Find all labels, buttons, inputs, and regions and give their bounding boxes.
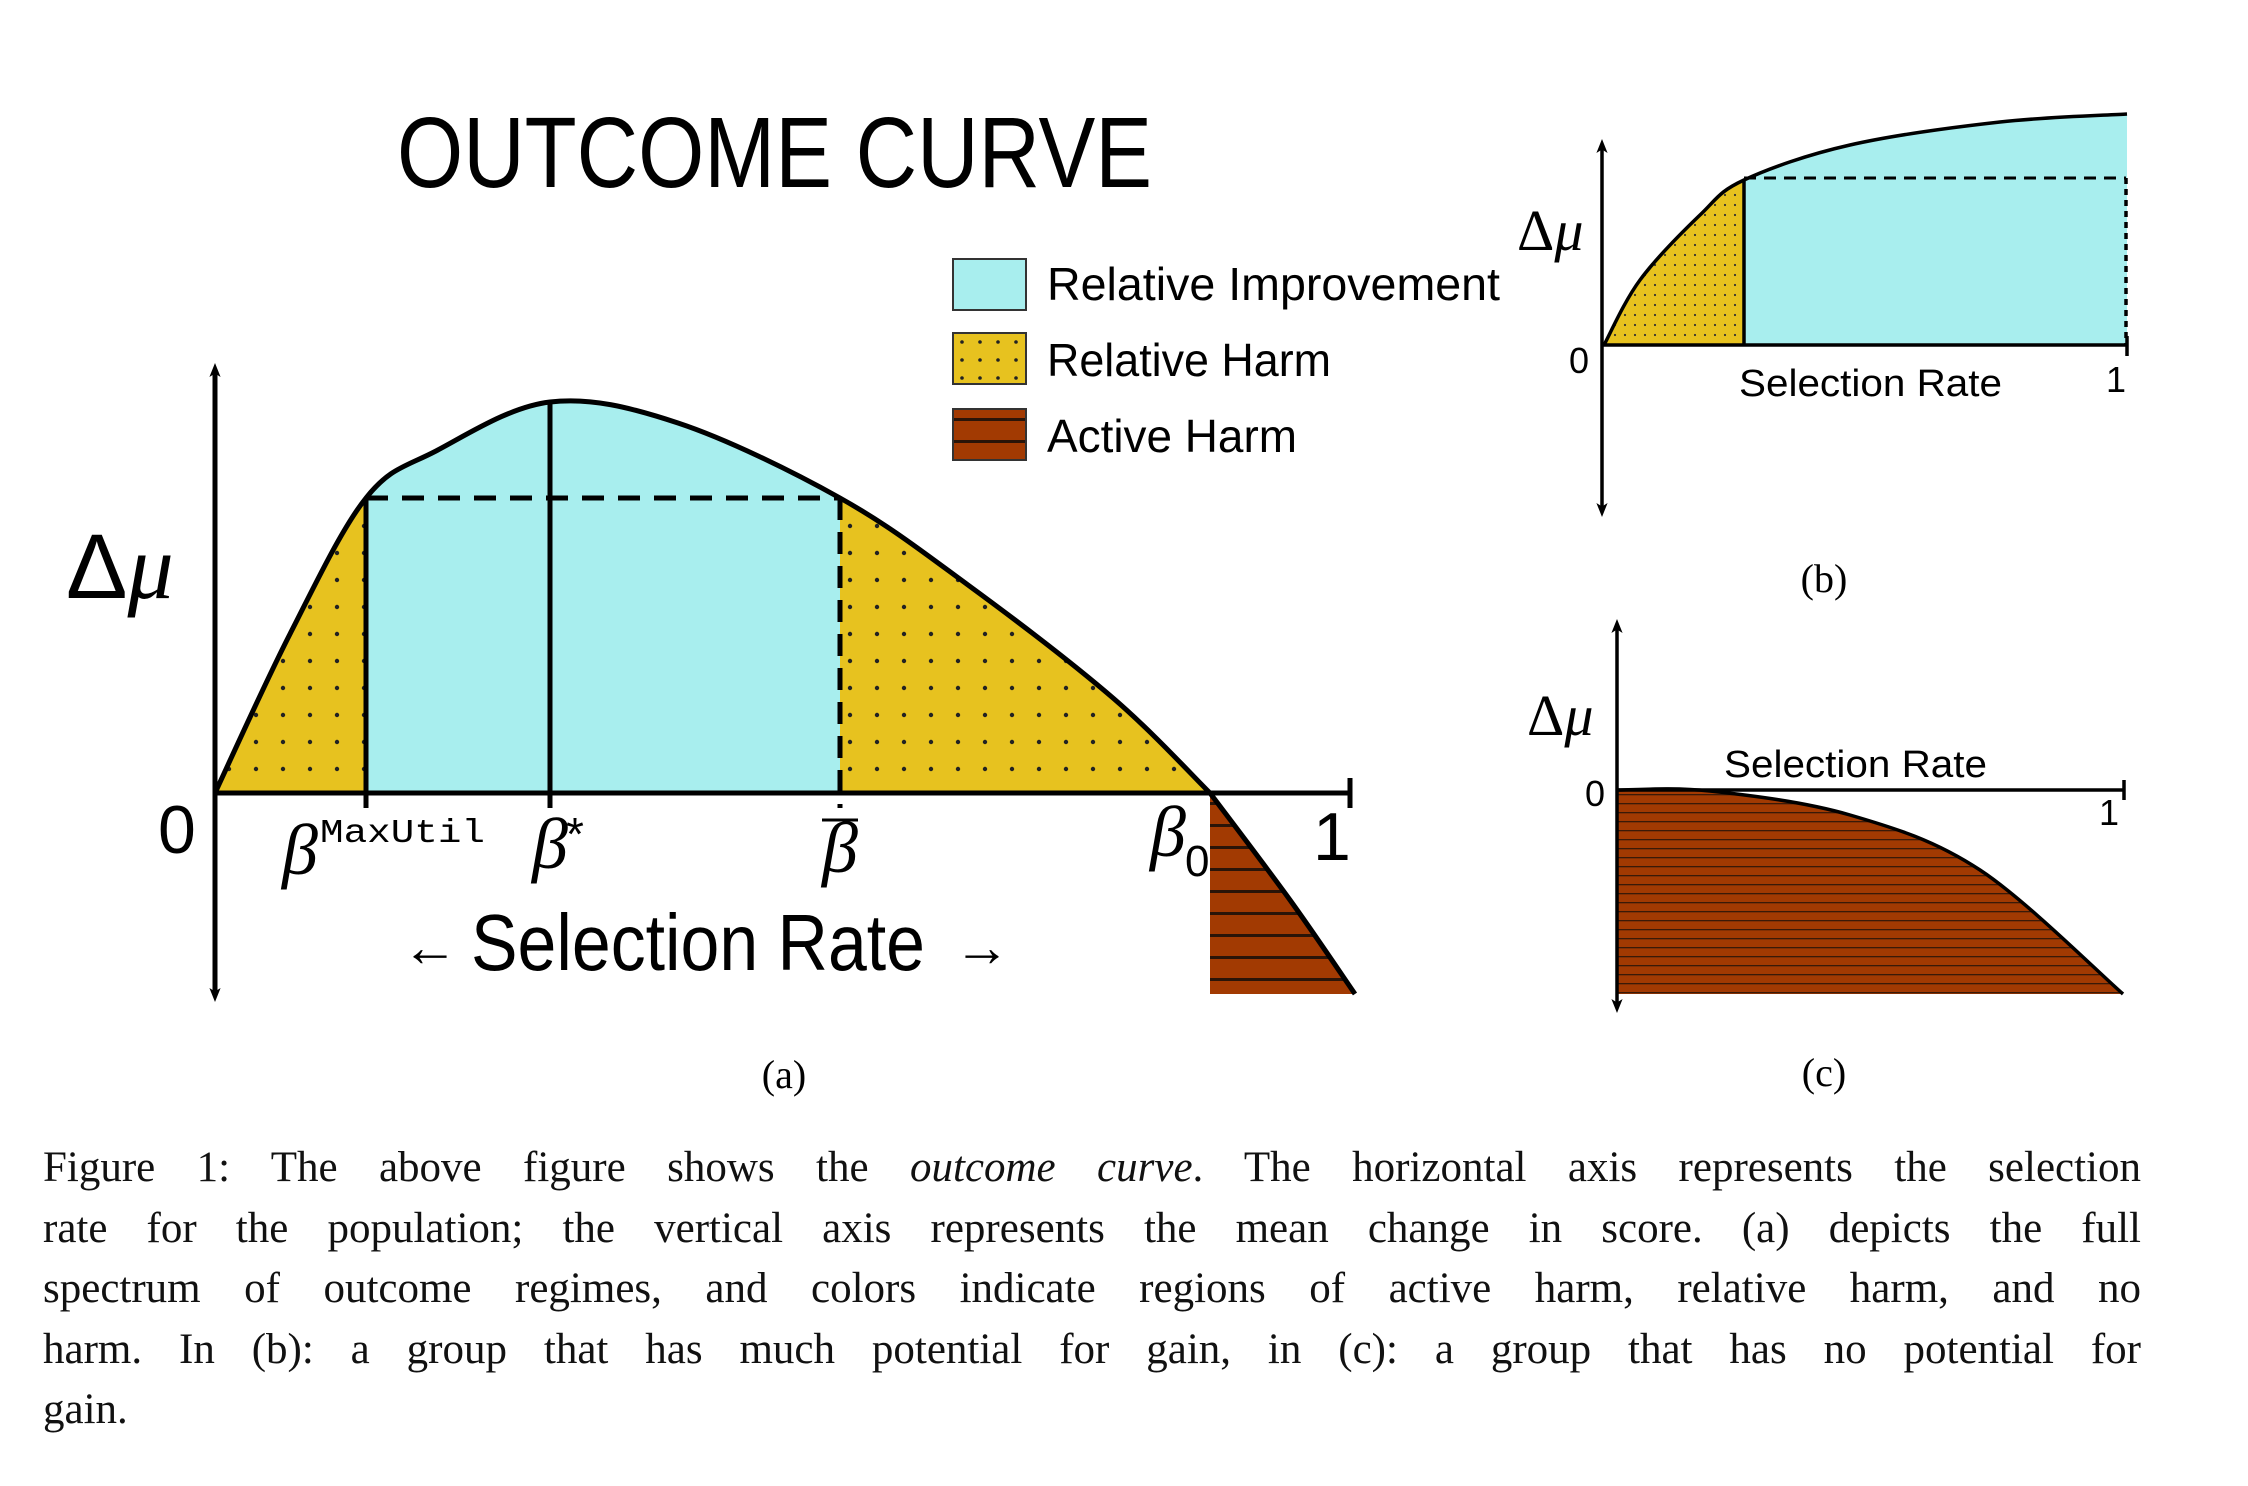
legend: Relative Improvement Relative Harm Activ… — [952, 258, 1500, 462]
legend-swatch-dots — [952, 332, 1027, 385]
caption-line: harm. In (b): a group that has much pote… — [43, 1325, 2141, 1373]
svg-text:Relative Improvement: Relative Improvement — [1047, 258, 1500, 310]
caption-line: rate for the population; the vertical ax… — [43, 1204, 2141, 1252]
origin-label: 0 — [1585, 773, 1605, 814]
right-arrow-icon: → — [954, 915, 1010, 978]
svg-text:Selection Rate: Selection Rate — [471, 898, 925, 987]
caption-line: gain. — [43, 1386, 128, 1433]
svg-text:β: β — [1148, 792, 1186, 872]
figure-title: OUTCOME CURVE — [397, 97, 1152, 209]
x-axis-label: ← Selection Rate → — [402, 898, 1010, 987]
active-harm-region — [1617, 788, 2123, 994]
x-axis-end-label: 1 — [2099, 792, 2119, 833]
y-axis-label: Δμ — [1517, 198, 1583, 263]
y-axis-label: Δμ — [1527, 683, 1593, 748]
relative-improvement-region — [1744, 114, 2127, 345]
relative-harm-region — [1604, 180, 1744, 345]
beta-maxutil-label: β MaxUtil — [280, 810, 485, 890]
panel-a-sublabel: (a) — [762, 1052, 806, 1097]
panel-b-sublabel: (b) — [1801, 556, 1848, 601]
caption-line: spectrum of outcome regimes, and colors … — [43, 1265, 2141, 1312]
svg-text:Relative Harm: Relative Harm — [1047, 334, 1331, 386]
svg-text:β: β — [530, 804, 568, 884]
x-axis-label: Selection Rate — [1739, 363, 2002, 405]
x-axis-end-label: 1 — [1313, 799, 1351, 875]
origin-label: 0 — [1569, 340, 1589, 381]
legend-item-relative-improvement: Relative Improvement — [952, 258, 1500, 311]
outcome-curve-figure: OUTCOME CURVE Δμ 0 1 β MaxUtil β * β β 0 — [66, 97, 2129, 1097]
panel-c-sublabel: (c) — [1802, 1050, 1846, 1095]
x-axis-end-label: 1 — [2106, 359, 2126, 400]
legend-swatch-solid — [952, 258, 1027, 311]
beta-zero-label: β 0 — [1148, 792, 1209, 886]
svg-text:MaxUtil: MaxUtil — [320, 815, 485, 852]
figure-caption: Figure 1: The above figure shows the out… — [43, 1138, 2141, 1441]
legend-item-active-harm: Active Harm — [952, 408, 1297, 462]
y-axis-label: Δμ — [66, 516, 174, 618]
svg-text:β: β — [820, 808, 858, 888]
svg-text:*: * — [566, 808, 584, 860]
svg-text:β: β — [280, 810, 318, 890]
left-arrow-icon: ← — [402, 915, 458, 978]
panel-a: OUTCOME CURVE Δμ 0 1 β MaxUtil β * β β 0 — [66, 97, 1500, 1097]
beta-star-label: β * — [530, 804, 584, 884]
legend-swatch-stripes — [952, 408, 1027, 461]
origin-label: 0 — [158, 792, 196, 868]
beta-bar-label: β — [820, 808, 858, 888]
panel-b: Δμ 0 Selection Rate 1 (b) — [1517, 112, 2129, 601]
panel-c: Δμ 0 Selection Rate 1 (c) — [1527, 619, 2126, 1095]
outcome-curve — [1602, 112, 2128, 346]
caption-emphasis: outcome curve — [909, 1144, 1193, 1191]
svg-text:0: 0 — [1185, 837, 1209, 886]
x-axis-label: Selection Rate — [1724, 744, 1987, 786]
legend-item-relative-harm: Relative Harm — [952, 332, 1331, 386]
svg-text:Active Harm: Active Harm — [1047, 410, 1297, 462]
caption-line: Figure 1: The above figure shows the out… — [43, 1144, 2142, 1191]
